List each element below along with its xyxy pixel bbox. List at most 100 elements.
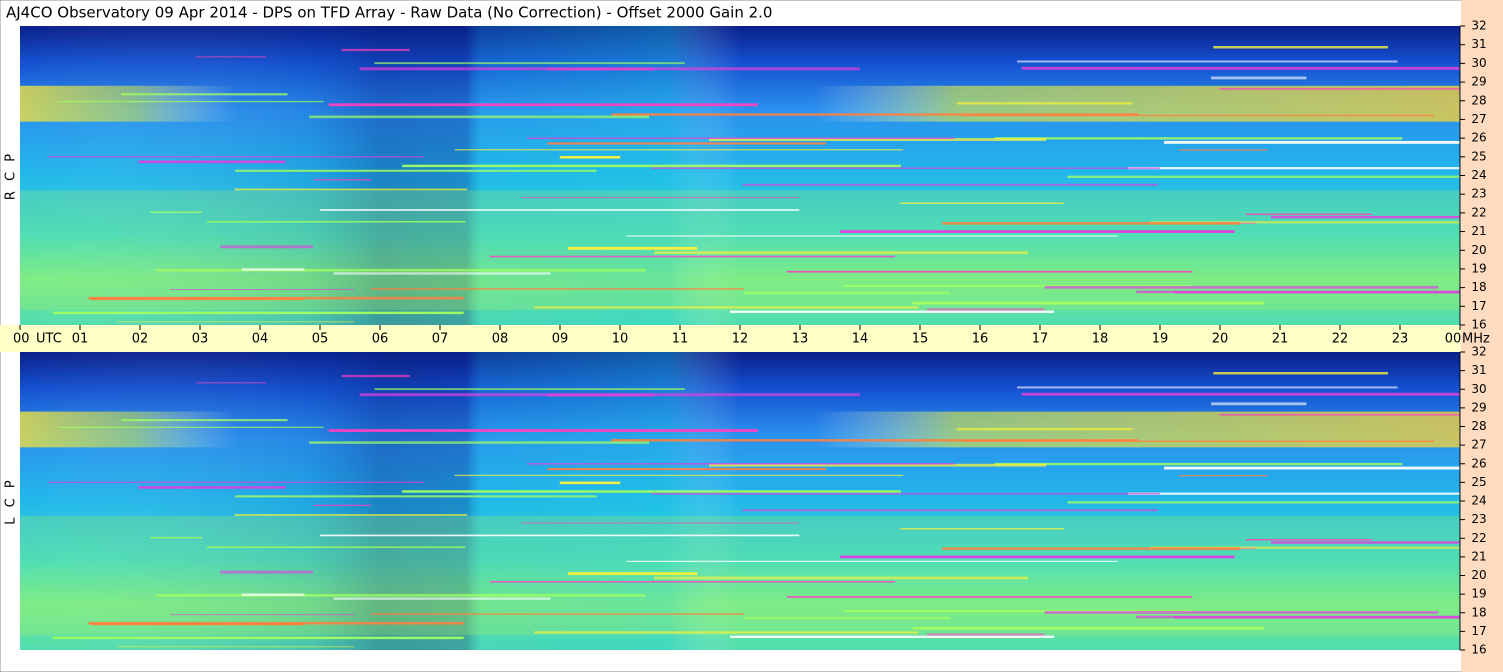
spectrogram-shade <box>20 352 1460 650</box>
spectral-line <box>402 490 901 493</box>
spectral-line <box>1021 66 1460 70</box>
spectral-line <box>744 291 950 295</box>
freq-tick-label: 24 <box>1471 168 1486 182</box>
spectral-line <box>963 440 1435 442</box>
spectral-line <box>611 439 1139 442</box>
spectral-line <box>341 374 410 378</box>
spectral-line <box>547 142 826 145</box>
spectral-line <box>651 492 1160 495</box>
spectral-line <box>52 311 464 315</box>
spectral-line <box>121 419 288 422</box>
time-tick-label: 21 <box>1272 332 1289 347</box>
spectral-line <box>309 115 650 119</box>
spectral-line <box>626 560 1118 563</box>
spectral-line <box>333 272 551 275</box>
spectral-line <box>374 62 685 65</box>
spectral-line <box>241 268 305 271</box>
spectral-line <box>220 245 313 249</box>
freq-tick-label: 22 <box>1471 205 1486 219</box>
spectral-line <box>234 188 468 191</box>
spectral-line <box>994 462 1403 466</box>
time-zone: UTC <box>36 332 62 347</box>
spectral-line <box>117 646 355 648</box>
spectral-line <box>709 463 1047 467</box>
spectral-line <box>1128 492 1460 495</box>
spectral-line <box>121 93 288 96</box>
freq-tick-label: 28 <box>1471 93 1486 107</box>
spectral-line <box>170 614 355 616</box>
time-tick-label: 03 <box>192 332 209 347</box>
spectral-line <box>1044 611 1439 614</box>
spectral-line <box>611 113 1139 116</box>
spectral-line <box>744 616 950 620</box>
spectral-line <box>1017 386 1398 389</box>
time-tick-label: 08 <box>492 332 509 347</box>
freq-tick-label: 19 <box>1471 587 1486 601</box>
spectral-line <box>521 196 799 199</box>
freq-tick-label: 28 <box>1471 419 1486 433</box>
spectral-line <box>149 536 203 539</box>
spectral-line <box>313 504 372 506</box>
time-tick-label: 00 <box>1445 332 1462 347</box>
spectral-line <box>547 468 826 471</box>
freq-tick-label: 21 <box>1471 224 1486 238</box>
spectral-line <box>196 382 267 384</box>
spectral-line <box>994 137 1403 140</box>
spectral-line <box>196 56 267 58</box>
spectral-line <box>1211 402 1307 406</box>
spectral-line <box>155 268 646 272</box>
spectral-line <box>786 270 1193 273</box>
spectral-line <box>900 528 1064 530</box>
time-tick-label: 20 <box>1212 332 1229 347</box>
spectral-line <box>309 441 650 444</box>
freq-tick-label: 20 <box>1471 568 1486 582</box>
freq-tick-label: 27 <box>1471 438 1486 452</box>
spectral-line <box>1178 149 1269 151</box>
spectral-line <box>341 48 410 52</box>
spectral-line <box>567 246 698 250</box>
spectral-line <box>1150 221 1460 224</box>
spectral-line <box>313 179 372 181</box>
spectral-line <box>489 255 896 258</box>
spectral-line <box>241 593 305 596</box>
spectral-line <box>742 183 1159 186</box>
time-tick-label: 11 <box>672 332 689 347</box>
freq-tick-label: 26 <box>1471 131 1486 145</box>
time-tick-label: 16 <box>972 332 989 347</box>
spectral-line <box>926 308 1045 311</box>
spectral-line <box>926 633 1045 636</box>
spectral-line <box>912 626 1265 630</box>
spectral-line <box>1213 46 1388 49</box>
time-strip <box>0 325 1461 352</box>
freq-tick-label: 18 <box>1471 605 1486 619</box>
freq-tick-label: 24 <box>1471 494 1486 508</box>
spectral-line <box>534 631 919 634</box>
spectral-line <box>527 137 955 139</box>
spectral-line <box>1163 140 1460 144</box>
spectral-line <box>1021 392 1460 396</box>
freq-tick-label: 29 <box>1471 75 1486 89</box>
spectral-line <box>333 597 551 600</box>
spectral-line <box>52 636 464 640</box>
freq-tick-label: 31 <box>1471 363 1486 377</box>
time-tick-label: 22 <box>1332 332 1349 347</box>
spectral-line <box>654 576 1028 580</box>
freq-tick-label: 25 <box>1471 475 1486 489</box>
spectral-line <box>402 164 901 168</box>
spectral-line <box>1150 546 1460 549</box>
time-tick-label: 01 <box>72 332 89 347</box>
freq-tick-label: 19 <box>1471 261 1486 275</box>
spectral-line <box>370 288 744 290</box>
spectral-line <box>912 301 1265 305</box>
spectral-line <box>527 463 955 465</box>
spectral-line <box>1136 615 1460 619</box>
time-tick-label: 18 <box>1092 332 1109 347</box>
spectral-line <box>956 102 1133 105</box>
freq-tick-label: 23 <box>1471 187 1486 201</box>
spectral-line <box>840 230 1235 233</box>
polarization-label: R C P <box>4 151 19 200</box>
spectral-line <box>1219 414 1460 416</box>
spectral-line <box>47 156 425 158</box>
spectral-line <box>489 580 896 583</box>
